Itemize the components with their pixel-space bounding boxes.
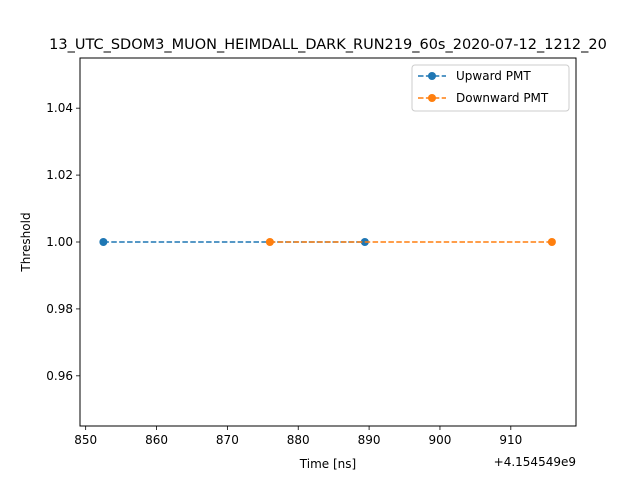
- x-tick-label: 870: [216, 433, 239, 447]
- x-axis-label: Time [ns]: [299, 457, 356, 471]
- y-tick-label: 1.02: [46, 168, 73, 182]
- chart-title: 13_UTC_SDOM3_MUON_HEIMDALL_DARK_RUN219_6…: [49, 37, 607, 53]
- legend-entry-label: Upward PMT: [456, 69, 531, 83]
- x-tick-label: 910: [499, 433, 522, 447]
- x-tick-label: 900: [429, 433, 452, 447]
- y-tick-label: 1.04: [46, 101, 73, 115]
- x-tick-label: 860: [145, 433, 168, 447]
- y-axis-label: Threshold: [19, 212, 33, 272]
- legend-marker: [428, 94, 436, 102]
- y-tick-label: 1.00: [46, 235, 73, 249]
- legend-marker: [428, 72, 436, 80]
- data-point-downward-pmt: [265, 238, 274, 246]
- legend-box: [411, 64, 570, 112]
- y-tick-label: 0.98: [46, 302, 73, 316]
- legend: Upward PMT Downward PMT: [411, 64, 570, 112]
- x-tick-label: 890: [358, 433, 381, 447]
- data-point-upward-pmt: [99, 238, 108, 246]
- x-axis-offset: +4.154549e9: [494, 455, 576, 469]
- x-tick-label: 880: [287, 433, 310, 447]
- data-point-downward-pmt: [547, 238, 556, 246]
- y-tick-label: 0.96: [46, 369, 73, 383]
- x-tick-label: 850: [74, 433, 97, 447]
- legend-entry-label: Downward PMT: [456, 91, 549, 105]
